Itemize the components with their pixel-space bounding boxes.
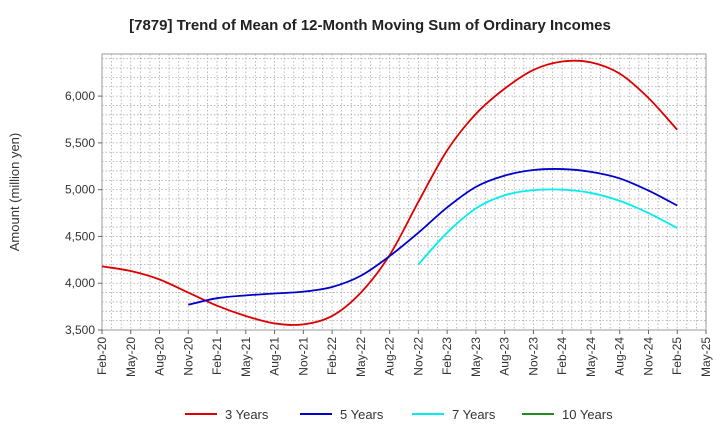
y-tick-label: 3,500: [65, 323, 95, 337]
x-tick-label: Nov-22: [411, 337, 425, 376]
x-tick-label: May-22: [354, 337, 368, 377]
x-tick-label: Feb-22: [325, 337, 339, 375]
legend: 3 Years 5 Years 7 Years 10 Years: [185, 407, 613, 422]
horizontal-gridlines: [102, 58, 706, 322]
x-tick-label: Aug-24: [613, 337, 627, 376]
x-tick-label: May-25: [699, 337, 713, 377]
x-tick-label: Nov-21: [296, 337, 310, 376]
y-tick-label: 4,500: [65, 229, 95, 243]
series-line-5-years: [188, 168, 678, 306]
x-tick-label: Nov-23: [526, 337, 540, 376]
series-line-7-years: [417, 188, 678, 266]
y-tick-label: 6,000: [65, 89, 95, 103]
vertical-gridlines: [111, 54, 697, 330]
plot-area: [101, 53, 707, 331]
x-tick-label: Feb-25: [670, 337, 684, 375]
x-tick-label: Aug-23: [498, 337, 512, 376]
legend-label-3-years: 3 Years: [225, 407, 269, 422]
legend-label-7-years: 7 Years: [452, 407, 496, 422]
x-tick-label: Feb-21: [210, 337, 224, 375]
x-tick-label: Aug-21: [268, 337, 282, 376]
x-tick-label: Aug-20: [153, 337, 167, 376]
x-tick-label: Nov-24: [641, 337, 655, 376]
x-tick-label: May-21: [239, 337, 253, 377]
x-tick-label: May-20: [124, 337, 138, 377]
chart-title: [7879] Trend of Mean of 12-Month Moving …: [129, 17, 611, 34]
x-tick-label: May-24: [584, 337, 598, 377]
x-tick-label: Aug-22: [383, 337, 397, 376]
y-tick-label: 4,000: [65, 276, 95, 290]
x-tick-label: Feb-24: [555, 337, 569, 375]
x-tick-label: Feb-20: [95, 337, 109, 375]
series-lines: [101, 59, 678, 326]
y-axis-ticks: 3,500 4,000 4,500 5,000 5,500 6,000: [65, 89, 102, 337]
x-tick-label: Nov-20: [181, 337, 195, 376]
x-axis-ticks: Feb-20 May-20 Aug-20 Nov-20 Feb-21 May-21 Aug-…: [95, 330, 713, 377]
legend-label-10-years: 10 Years: [562, 407, 613, 422]
x-tick-label: May-23: [469, 337, 483, 377]
y-axis-label: Amount (million yen): [7, 133, 22, 252]
legend-label-5-years: 5 Years: [340, 407, 384, 422]
x-tick-label: Feb-23: [440, 337, 454, 375]
y-tick-label: 5,500: [65, 136, 95, 150]
y-tick-label: 5,000: [65, 183, 95, 197]
